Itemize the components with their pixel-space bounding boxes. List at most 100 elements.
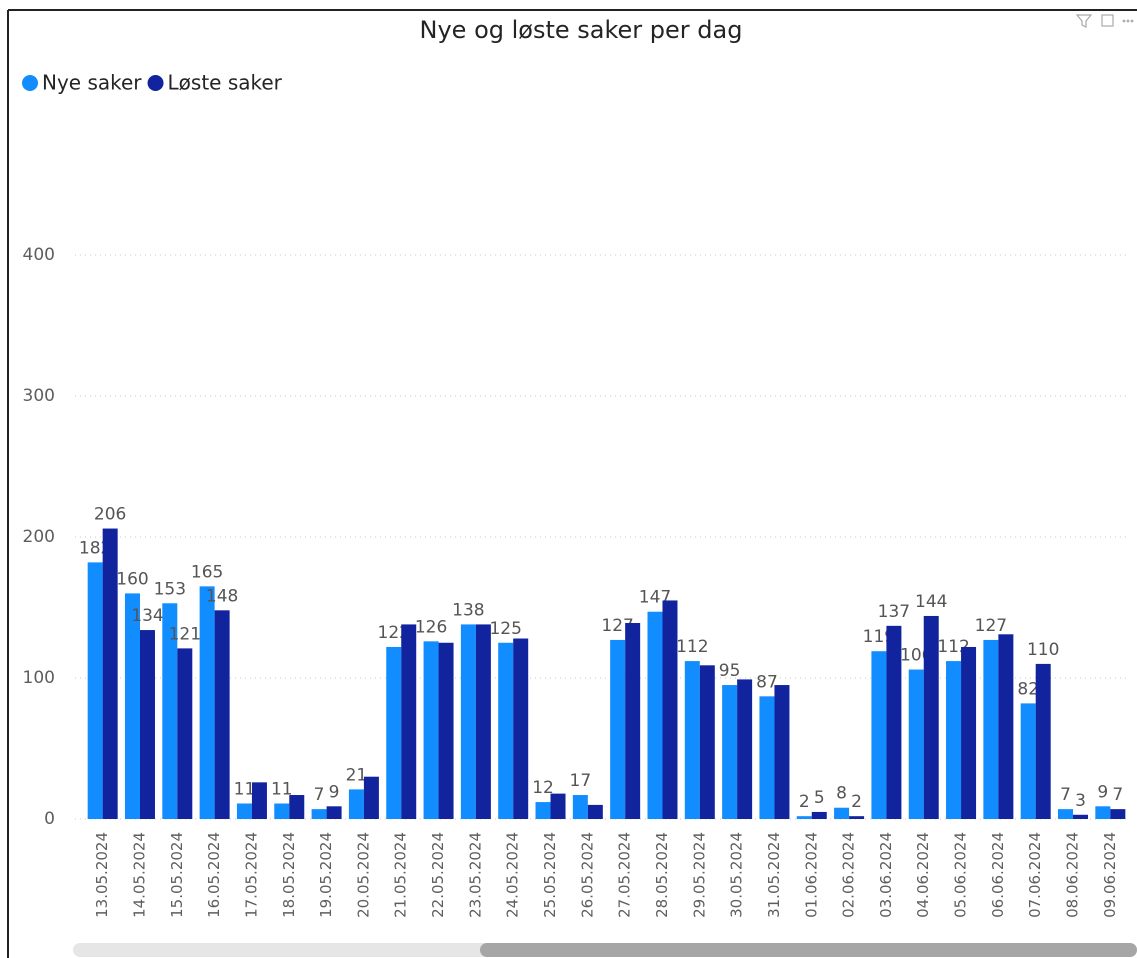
y-tick-label: 0	[44, 809, 55, 829]
y-tick-label: 300	[23, 386, 55, 406]
data-label: 160	[116, 569, 148, 589]
bar	[572, 795, 588, 819]
bar	[386, 646, 402, 819]
x-tick-label: 19.05.2024	[317, 832, 335, 918]
data-label: 121	[169, 624, 201, 644]
x-tick-label: 28.05.2024	[653, 832, 671, 918]
y-tick-label: 400	[23, 245, 55, 265]
x-tick-label: 05.06.2024	[952, 832, 970, 918]
data-label: 138	[452, 600, 484, 620]
x-tick-label: 21.05.2024	[392, 832, 410, 918]
bar	[475, 624, 491, 819]
x-tick-label: 31.05.2024	[765, 832, 783, 918]
x-tick-label: 30.05.2024	[728, 832, 746, 918]
x-tick-label: 22.05.2024	[429, 832, 447, 918]
bar	[199, 586, 215, 819]
bar	[401, 624, 417, 819]
bar	[610, 639, 626, 819]
x-tick-label: 14.05.2024	[130, 832, 148, 918]
bar	[513, 638, 529, 819]
legend-label: Nye saker	[42, 71, 142, 95]
bar	[1095, 806, 1111, 819]
data-label: 12	[532, 778, 554, 798]
data-label: 137	[878, 602, 910, 622]
bar	[1110, 809, 1126, 819]
data-label: 7	[1112, 785, 1123, 805]
chart-title: Nye og løste saker per dag	[420, 16, 743, 44]
data-label: 112	[676, 637, 708, 657]
x-tick-label: 18.05.2024	[280, 832, 298, 918]
data-label: 9	[1097, 782, 1108, 802]
data-label: 148	[206, 586, 238, 606]
data-label: 9	[329, 782, 340, 802]
x-tick-label: 04.06.2024	[914, 832, 932, 918]
bar	[289, 795, 305, 819]
bar	[438, 642, 454, 819]
x-tick-label: 26.05.2024	[578, 832, 596, 918]
bar	[1035, 663, 1051, 819]
bar	[348, 789, 364, 819]
x-tick-label: 06.06.2024	[989, 832, 1007, 918]
data-label: 3	[1075, 791, 1086, 811]
bar	[162, 603, 178, 819]
bar	[737, 679, 753, 819]
x-tick-label: 23.05.2024	[466, 832, 484, 918]
bar	[214, 610, 230, 819]
bar	[625, 623, 641, 819]
x-tick-label: 29.05.2024	[690, 832, 708, 918]
more-icon[interactable]	[1122, 19, 1126, 23]
bar	[871, 651, 887, 819]
x-tick-label: 01.06.2024	[802, 832, 820, 918]
focus-icon[interactable]	[1101, 14, 1114, 27]
data-label: 11	[271, 779, 293, 799]
data-label: 125	[489, 619, 521, 639]
x-tick-label: 17.05.2024	[242, 832, 260, 918]
more-icon[interactable]	[1130, 19, 1134, 23]
x-tick-label: 09.06.2024	[1101, 832, 1119, 918]
data-label: 11	[234, 779, 256, 799]
bar	[983, 639, 999, 819]
data-label: 5	[814, 788, 825, 808]
data-label: 87	[756, 672, 778, 692]
bar	[102, 528, 118, 819]
x-tick-label: 07.06.2024	[1026, 832, 1044, 918]
data-label: 127	[975, 616, 1007, 636]
x-tick-label: 13.05.2024	[93, 832, 111, 918]
bar	[587, 804, 603, 819]
bar	[177, 648, 193, 819]
data-label: 126	[415, 617, 447, 637]
y-tick-label: 200	[23, 527, 55, 547]
x-tick-label: 16.05.2024	[205, 832, 223, 918]
bar	[251, 782, 267, 819]
data-label: 2	[799, 792, 810, 812]
x-tick-label: 03.06.2024	[877, 832, 895, 918]
legend-marker	[147, 75, 164, 91]
visual-header[interactable]	[1075, 14, 1134, 28]
filter-icon[interactable]	[1075, 14, 1093, 28]
bar	[498, 642, 514, 819]
x-tick-label: 08.06.2024	[1064, 832, 1082, 918]
bar	[699, 665, 715, 819]
bar	[774, 685, 790, 819]
bar	[684, 661, 700, 819]
x-tick-label: 24.05.2024	[504, 832, 522, 918]
data-label: 7	[1060, 785, 1071, 805]
bar	[1073, 814, 1089, 819]
bar	[139, 630, 155, 819]
data-label: 165	[191, 562, 223, 582]
more-icon[interactable]	[1126, 19, 1130, 23]
bar	[236, 803, 252, 819]
bar	[759, 696, 775, 819]
bar	[662, 600, 678, 819]
data-label: 82	[1017, 679, 1039, 699]
data-label: 206	[94, 505, 126, 525]
data-label: 144	[915, 592, 947, 612]
x-tick-label: 15.05.2024	[168, 832, 186, 918]
bar	[423, 641, 439, 819]
bar	[811, 811, 827, 819]
scrollbar-thumb[interactable]	[480, 943, 1137, 957]
data-label: 153	[154, 579, 186, 599]
bar	[886, 625, 902, 819]
x-tick-label: 27.05.2024	[616, 832, 634, 918]
